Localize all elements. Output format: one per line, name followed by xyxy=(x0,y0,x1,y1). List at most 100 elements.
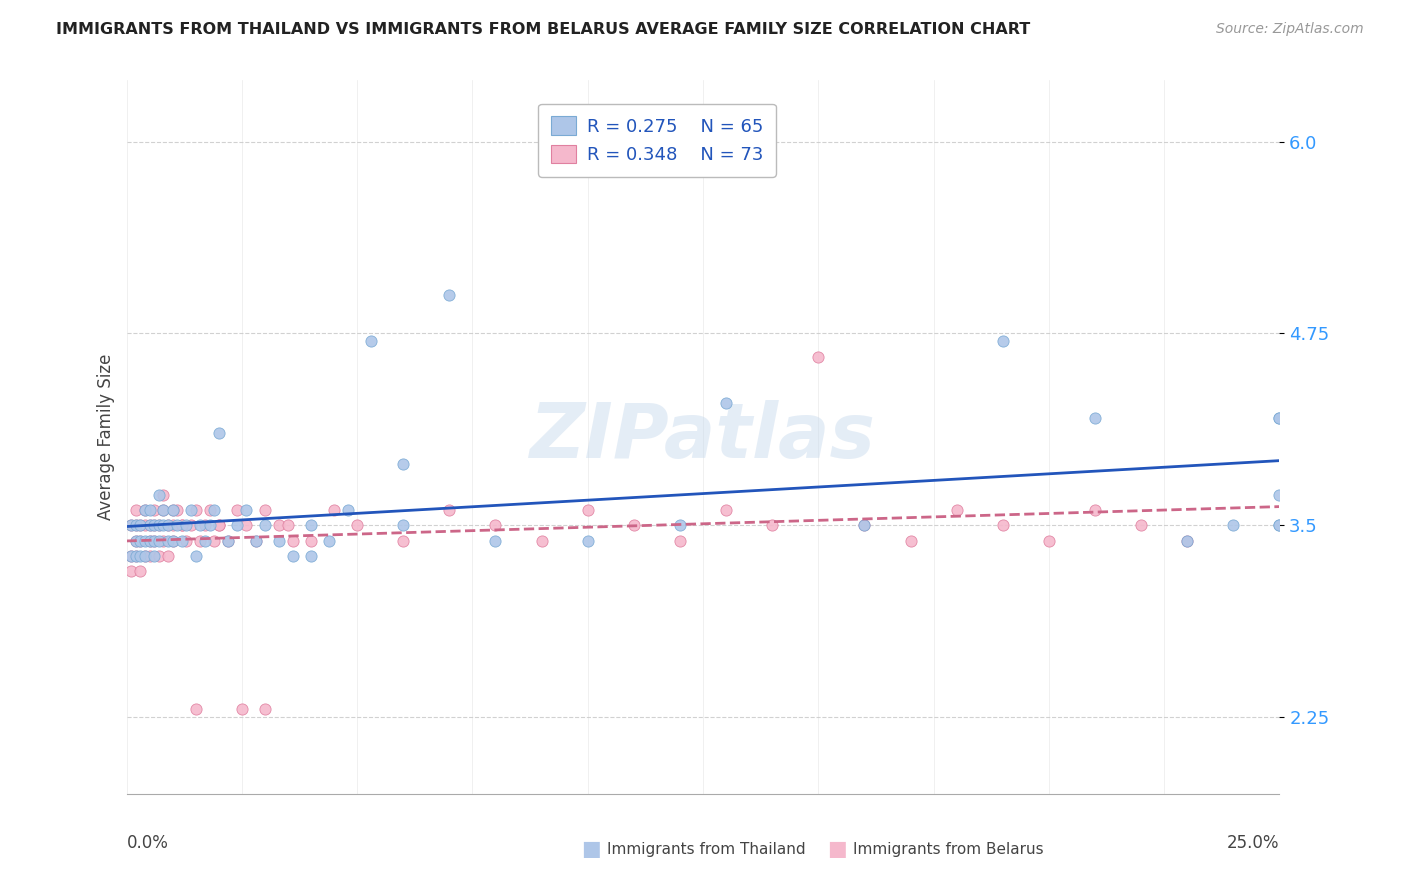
Point xyxy=(138,549,160,563)
Text: 25.0%: 25.0% xyxy=(1227,834,1279,852)
Point xyxy=(125,518,148,533)
Point xyxy=(900,533,922,548)
Point xyxy=(202,533,225,548)
Point xyxy=(235,518,257,533)
Point xyxy=(162,503,184,517)
Point xyxy=(170,518,193,533)
Point xyxy=(323,503,346,517)
Point xyxy=(1268,518,1291,533)
Point xyxy=(1268,488,1291,502)
Point xyxy=(143,533,166,548)
Point xyxy=(217,533,239,548)
Point xyxy=(484,518,506,533)
Point xyxy=(299,533,322,548)
Point xyxy=(162,518,184,533)
Point xyxy=(669,533,692,548)
Point xyxy=(184,549,207,563)
Point xyxy=(281,549,304,563)
Point xyxy=(120,549,142,563)
Point xyxy=(714,503,737,517)
Point xyxy=(1268,518,1291,533)
Point xyxy=(208,518,231,533)
Point xyxy=(143,533,166,548)
Point xyxy=(669,518,692,533)
Point xyxy=(1130,518,1153,533)
Point xyxy=(129,518,152,533)
Point xyxy=(157,518,180,533)
Point xyxy=(138,503,160,517)
Point xyxy=(120,518,142,533)
Point xyxy=(152,518,174,533)
Point xyxy=(245,533,267,548)
Point xyxy=(576,503,599,517)
Point xyxy=(1038,533,1060,548)
Point xyxy=(1268,410,1291,425)
Point xyxy=(134,549,156,563)
Text: Immigrants from Belarus: Immigrants from Belarus xyxy=(853,842,1045,856)
Point xyxy=(120,549,142,563)
Legend: R = 0.275    N = 65, R = 0.348    N = 73: R = 0.275 N = 65, R = 0.348 N = 73 xyxy=(538,103,776,177)
Point xyxy=(1175,533,1198,548)
Point xyxy=(530,533,553,548)
Point xyxy=(152,503,174,517)
Point xyxy=(184,702,207,716)
Y-axis label: Average Family Size: Average Family Size xyxy=(97,354,115,520)
Point xyxy=(392,457,415,471)
Point xyxy=(346,518,368,533)
Point xyxy=(162,533,184,548)
Point xyxy=(807,350,830,364)
Point xyxy=(714,395,737,409)
Point xyxy=(176,533,198,548)
Point xyxy=(277,518,299,533)
Point xyxy=(1268,410,1291,425)
Point xyxy=(576,533,599,548)
Text: ■: ■ xyxy=(581,839,600,859)
Point xyxy=(281,533,304,548)
Point xyxy=(143,518,166,533)
Point xyxy=(253,518,276,533)
Point xyxy=(226,518,249,533)
Point xyxy=(166,503,188,517)
Point xyxy=(853,518,876,533)
Point xyxy=(152,488,174,502)
Point xyxy=(148,518,170,533)
Point xyxy=(176,518,198,533)
Point xyxy=(360,334,382,348)
Point xyxy=(194,533,217,548)
Point xyxy=(170,533,193,548)
Point xyxy=(143,503,166,517)
Point xyxy=(157,518,180,533)
Point xyxy=(152,503,174,517)
Point xyxy=(143,549,166,563)
Point xyxy=(129,533,152,548)
Point xyxy=(125,549,148,563)
Point xyxy=(226,503,249,517)
Point xyxy=(623,518,645,533)
Point xyxy=(143,518,166,533)
Point xyxy=(945,503,967,517)
Point xyxy=(138,533,160,548)
Point xyxy=(129,518,152,533)
Text: ZIPatlas: ZIPatlas xyxy=(530,401,876,474)
Point xyxy=(120,518,142,533)
Point xyxy=(208,518,231,533)
Point xyxy=(125,533,148,548)
Point xyxy=(235,503,257,517)
Point xyxy=(198,503,221,517)
Point xyxy=(162,533,184,548)
Text: ■: ■ xyxy=(827,839,846,859)
Point xyxy=(129,549,152,563)
Point xyxy=(134,503,156,517)
Point xyxy=(129,565,152,579)
Point xyxy=(336,503,359,517)
Point xyxy=(392,533,415,548)
Point xyxy=(439,288,461,302)
Point xyxy=(761,518,783,533)
Point xyxy=(208,426,231,441)
Point xyxy=(217,533,239,548)
Point xyxy=(134,549,156,563)
Text: 0.0%: 0.0% xyxy=(127,834,169,852)
Point xyxy=(162,503,184,517)
Point xyxy=(253,503,276,517)
Point xyxy=(166,518,188,533)
